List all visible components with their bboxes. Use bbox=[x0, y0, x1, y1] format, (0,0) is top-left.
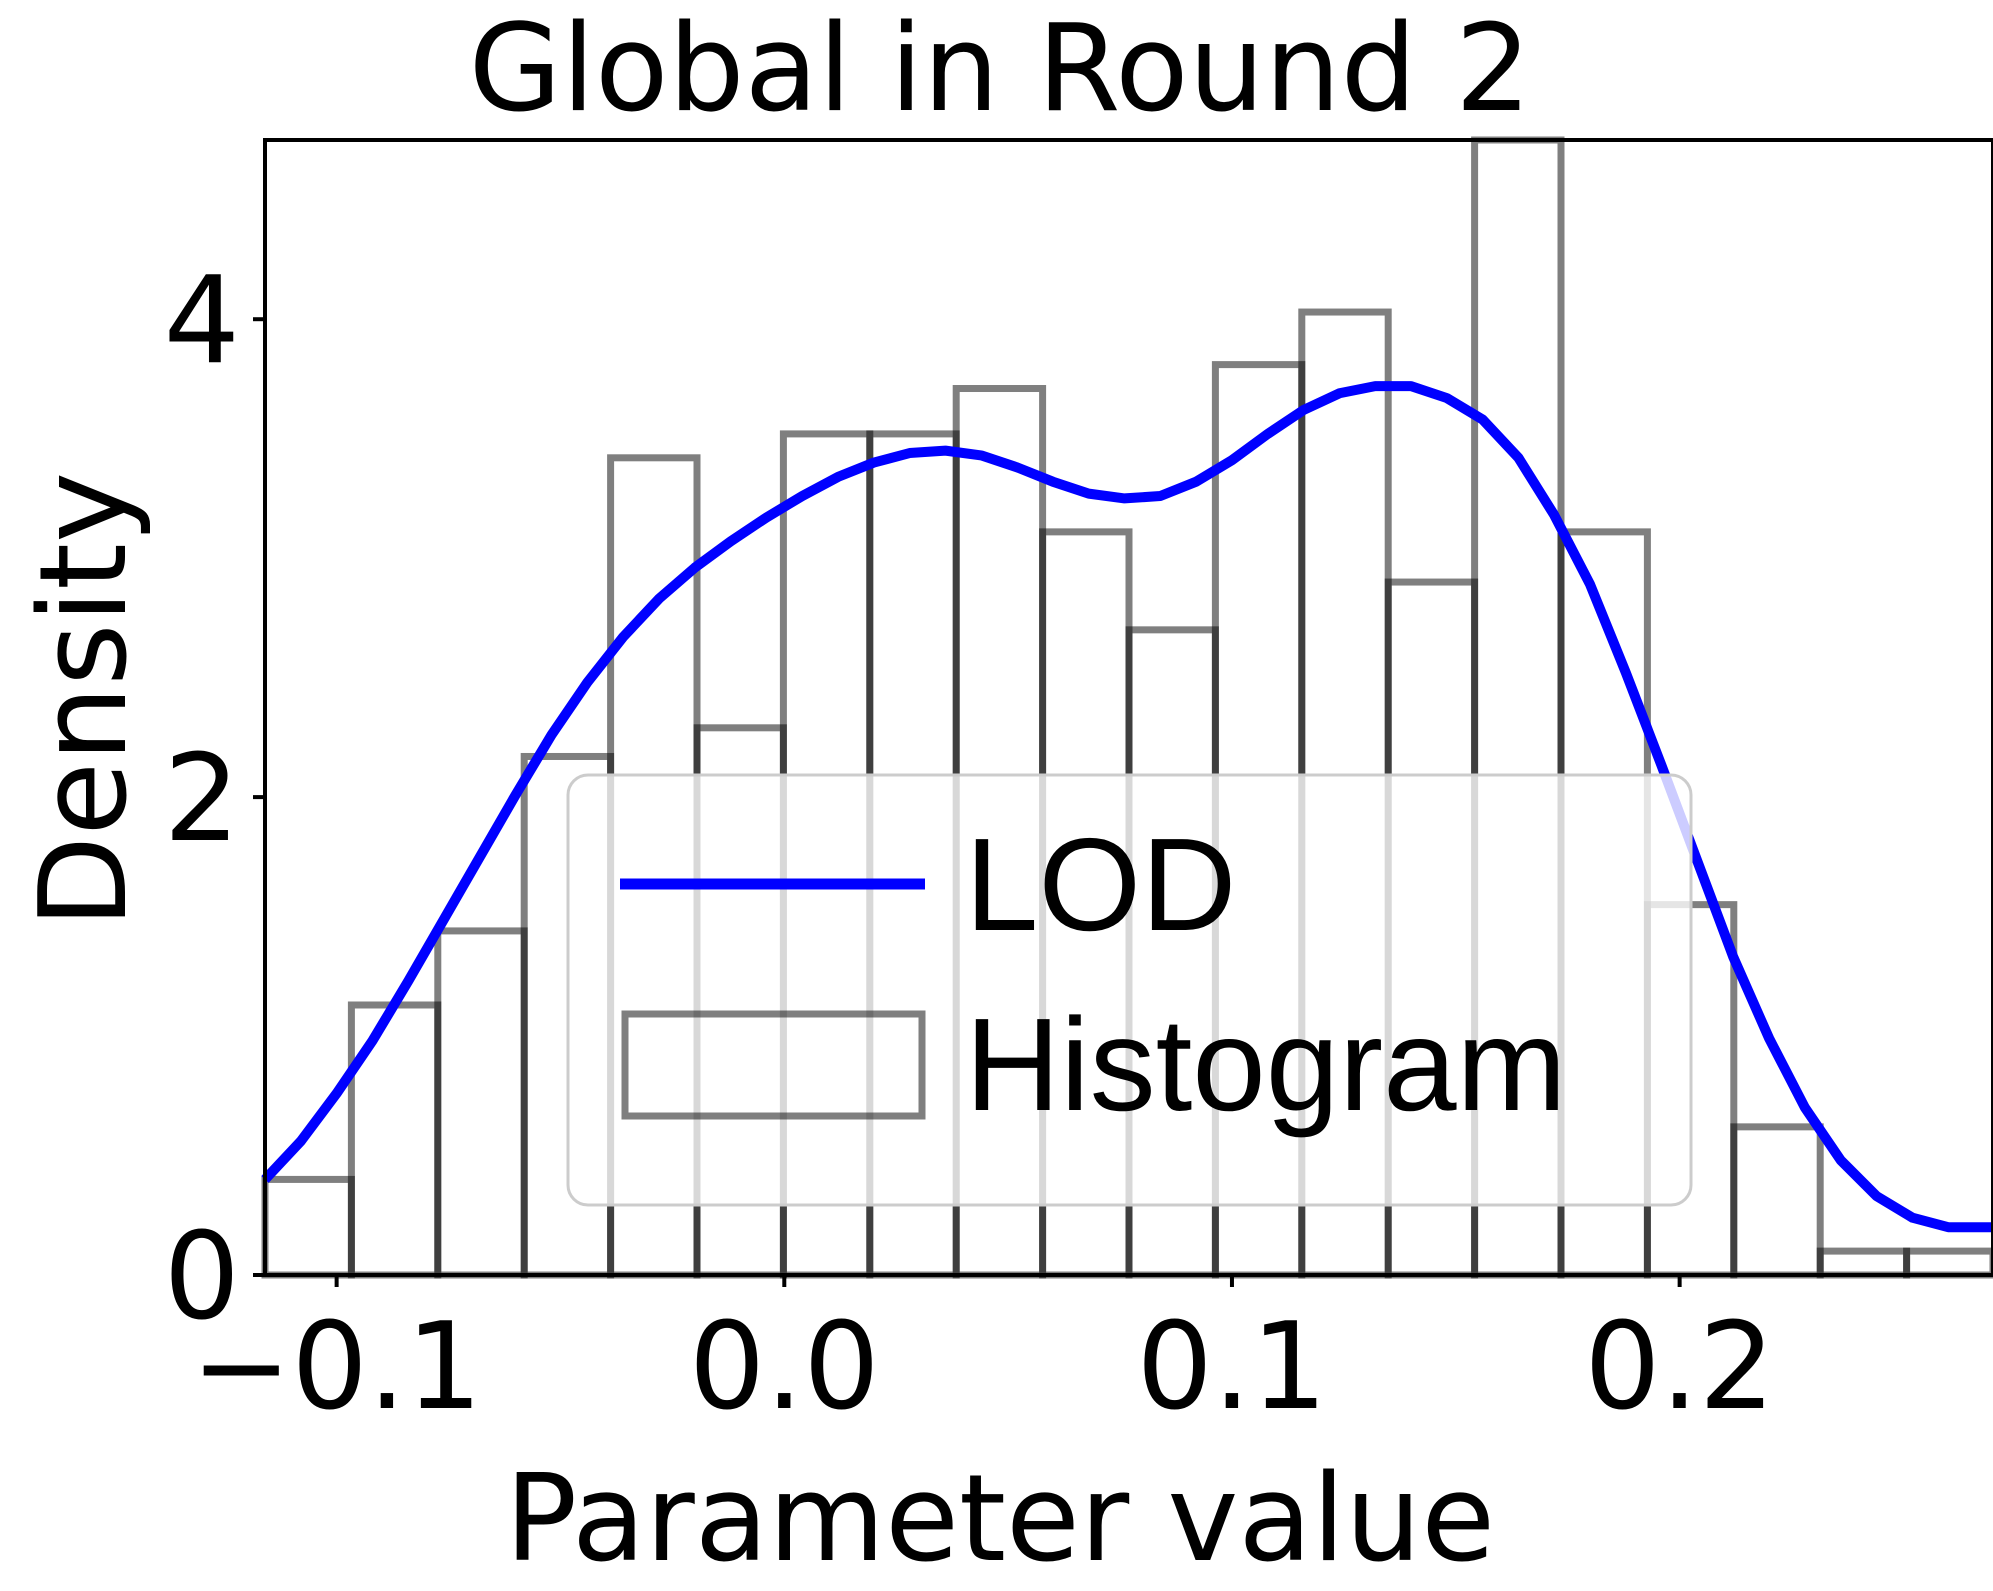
x-tick-label: 0.2 bbox=[1584, 1298, 1775, 1437]
y-axis-label: Density bbox=[15, 472, 154, 928]
histogram-bar bbox=[1816, 1247, 1911, 1279]
x-ticks: −0.1 0.0 0.1 0.2 bbox=[191, 1275, 1775, 1437]
y-tick-label: 4 bbox=[164, 252, 240, 391]
x-tick-label: 0.0 bbox=[689, 1298, 880, 1437]
x-tick-label: 0.1 bbox=[1137, 1298, 1328, 1437]
histogram-bar bbox=[434, 927, 528, 1279]
lod-curve bbox=[261, 381, 1993, 1233]
legend: LOD Histogram bbox=[566, 773, 1693, 1207]
y-tick-label: 0 bbox=[164, 1208, 240, 1347]
histogram-bar bbox=[1730, 1123, 1824, 1279]
histogram-bar bbox=[261, 1175, 355, 1279]
y-ticks: 0 2 4 bbox=[164, 252, 265, 1347]
legend-lod-label: LOD bbox=[965, 811, 1236, 958]
legend-histogram-label: Histogram bbox=[965, 991, 1566, 1138]
legend-histogram-swatch bbox=[621, 1010, 926, 1120]
chart-title: Global in Round 2 bbox=[469, 0, 1532, 139]
y-tick-label: 2 bbox=[164, 730, 240, 869]
plot-frame bbox=[263, 138, 1993, 1277]
x-tick-label: −0.1 bbox=[191, 1298, 482, 1437]
x-axis-label: Parameter value bbox=[505, 1450, 1495, 1589]
histogram-bar bbox=[1903, 1247, 1993, 1279]
